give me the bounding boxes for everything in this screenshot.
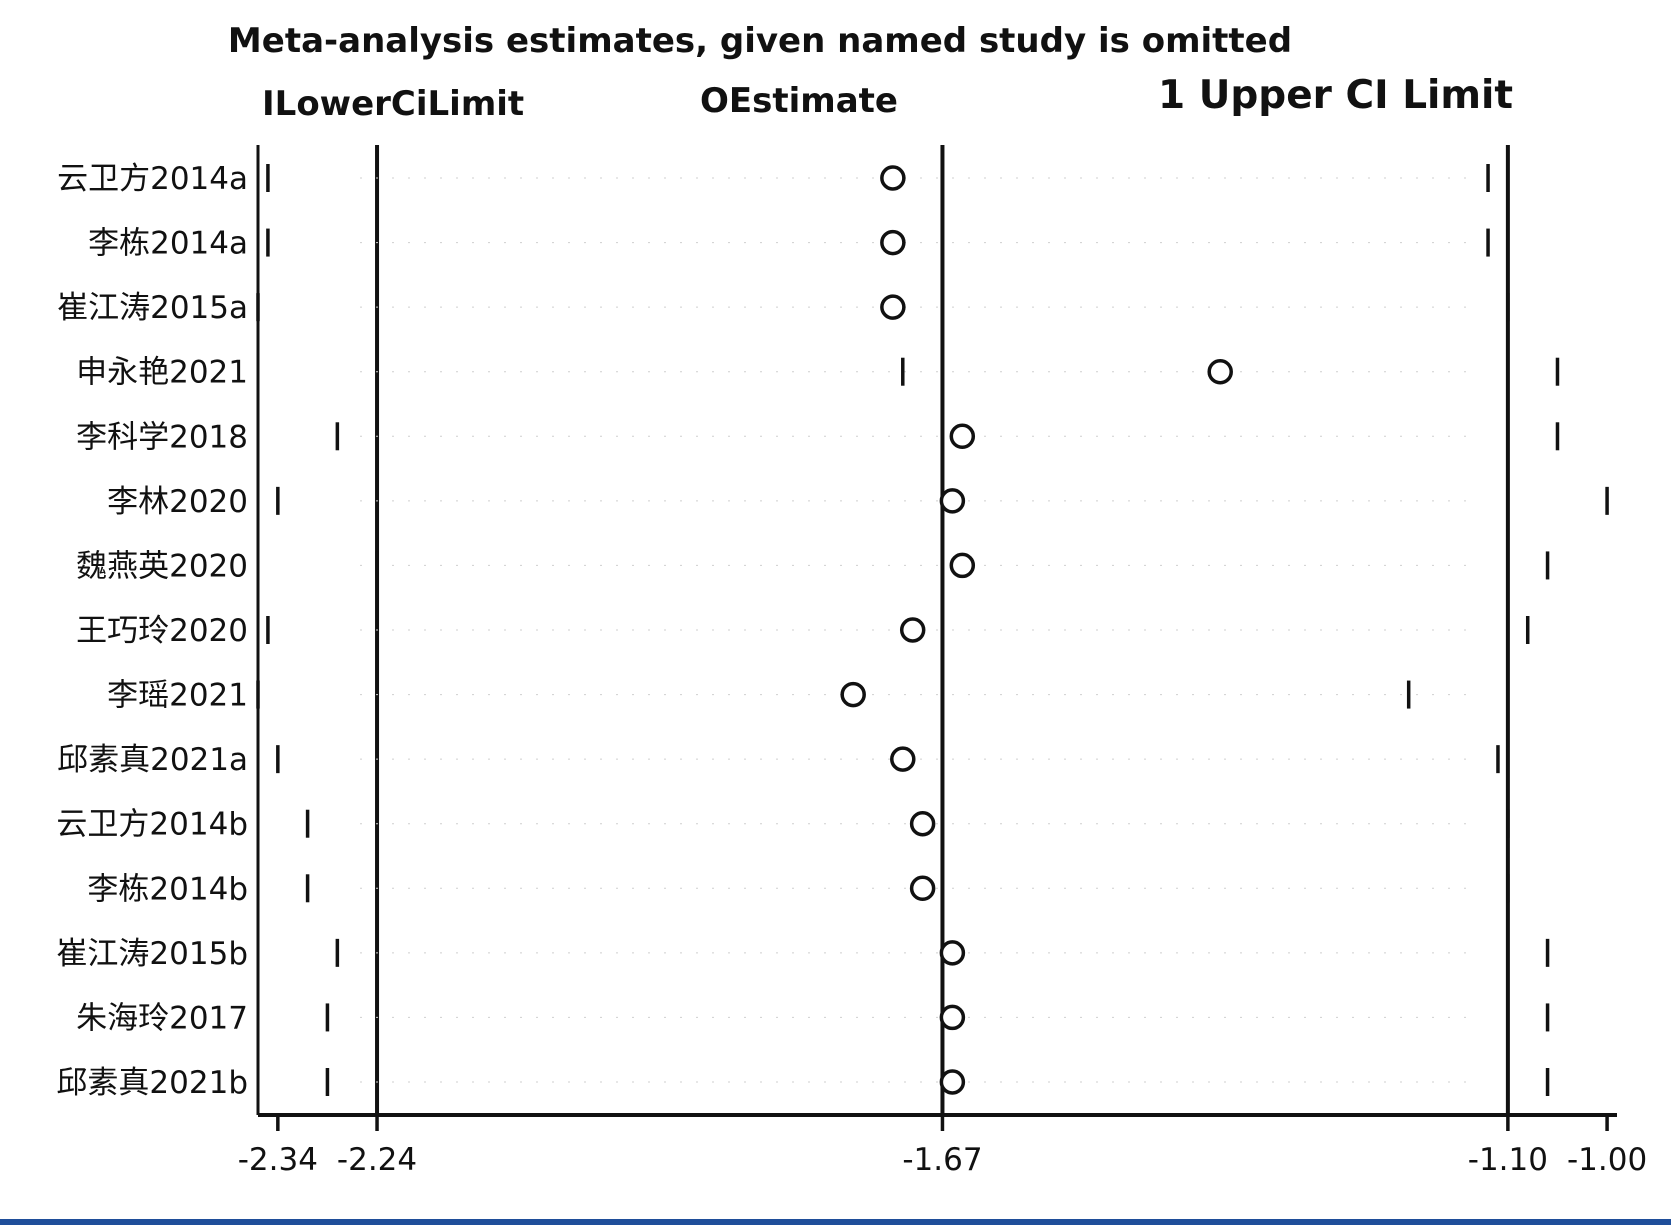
- estimate-marker: [899, 617, 926, 643]
- estimate-marker: [909, 875, 936, 902]
- legend-upper-ci: 1 Upper CI Limit: [1158, 73, 1513, 118]
- study-row: 朱海玲2017: [76, 1000, 1550, 1036]
- study-label: 魏燕英2020: [76, 548, 248, 584]
- study-label: 云卫方2014b: [56, 807, 248, 843]
- study-row: 李栋2014a: [88, 226, 1490, 262]
- study-row: 云卫方2014a: [57, 161, 1490, 197]
- study-label: 崔江涛2015a: [57, 290, 248, 326]
- study-label: 崔江涛2015b: [56, 936, 248, 972]
- estimate-marker: [880, 229, 906, 256]
- study-label: 邱素真2021b: [56, 1065, 248, 1101]
- x-axis: -2.34 -2.24 -1.67 -1.10 -1.00: [238, 1113, 1647, 1178]
- estimate-marker: [890, 746, 916, 772]
- study-row: 云卫方2014b: [56, 807, 1510, 843]
- bottom-accent-bar: [0, 1219, 1671, 1225]
- study-row: 李林2020: [107, 484, 1609, 520]
- legend-lower-ci: ILowerCiLimit: [262, 84, 524, 124]
- x-tick-label: -1.67: [902, 1142, 982, 1178]
- x-tick-label: -1.00: [1567, 1142, 1647, 1178]
- study-label: 云卫方2014a: [57, 161, 248, 197]
- study-label: 李瑶2021: [107, 678, 248, 714]
- study-row: 魏燕英2020: [76, 548, 1550, 584]
- estimate-marker: [840, 681, 866, 708]
- x-tick-label: -2.34: [238, 1142, 318, 1178]
- estimate-marker: [949, 423, 976, 450]
- estimate-marker: [880, 165, 906, 191]
- study-label: 李栋2014a: [88, 226, 248, 262]
- study-label: 王巧玲2020: [76, 613, 248, 649]
- estimate-marker: [939, 1069, 966, 1095]
- estimate-marker: [939, 1004, 966, 1031]
- estimate-marker: [1207, 358, 1233, 385]
- estimate-marker: [909, 810, 936, 837]
- study-row: 申永艳2021: [76, 355, 1560, 391]
- study-row: 邱素真2021a: [57, 742, 1500, 778]
- study-label: 李栋2014b: [87, 871, 248, 907]
- study-label: 邱素真2021a: [57, 742, 248, 778]
- study-row: 李瑶2021: [107, 678, 1480, 714]
- study-rows: 云卫方2014a 李栋2014a 崔江涛2015a 申永艳2021 李科学2018 李林2…: [56, 161, 1609, 1101]
- study-row: 李科学2018: [76, 419, 1560, 455]
- study-row: 崔江涛2015b: [56, 936, 1550, 972]
- estimate-marker: [880, 294, 906, 320]
- estimate-marker: [939, 940, 966, 966]
- study-row: 李栋2014b: [87, 871, 1510, 907]
- estimate-marker: [949, 552, 976, 579]
- study-label: 李林2020: [107, 484, 248, 520]
- estimate-marker: [939, 488, 966, 514]
- legend-estimate: OEstimate: [700, 81, 898, 121]
- study-row: 崔江涛2015a: [57, 290, 1510, 326]
- chart-title: Meta-analysis estimates, given named stu…: [228, 21, 1292, 61]
- study-row: 王巧玲2020: [76, 613, 1530, 649]
- x-tick-label: -2.24: [337, 1142, 417, 1178]
- study-label: 朱海玲2017: [76, 1000, 248, 1036]
- x-tick-label: -1.10: [1468, 1142, 1548, 1178]
- study-label: 李科学2018: [76, 419, 248, 455]
- study-row: 邱素真2021b: [56, 1065, 1550, 1101]
- study-label: 申永艳2021: [76, 355, 248, 391]
